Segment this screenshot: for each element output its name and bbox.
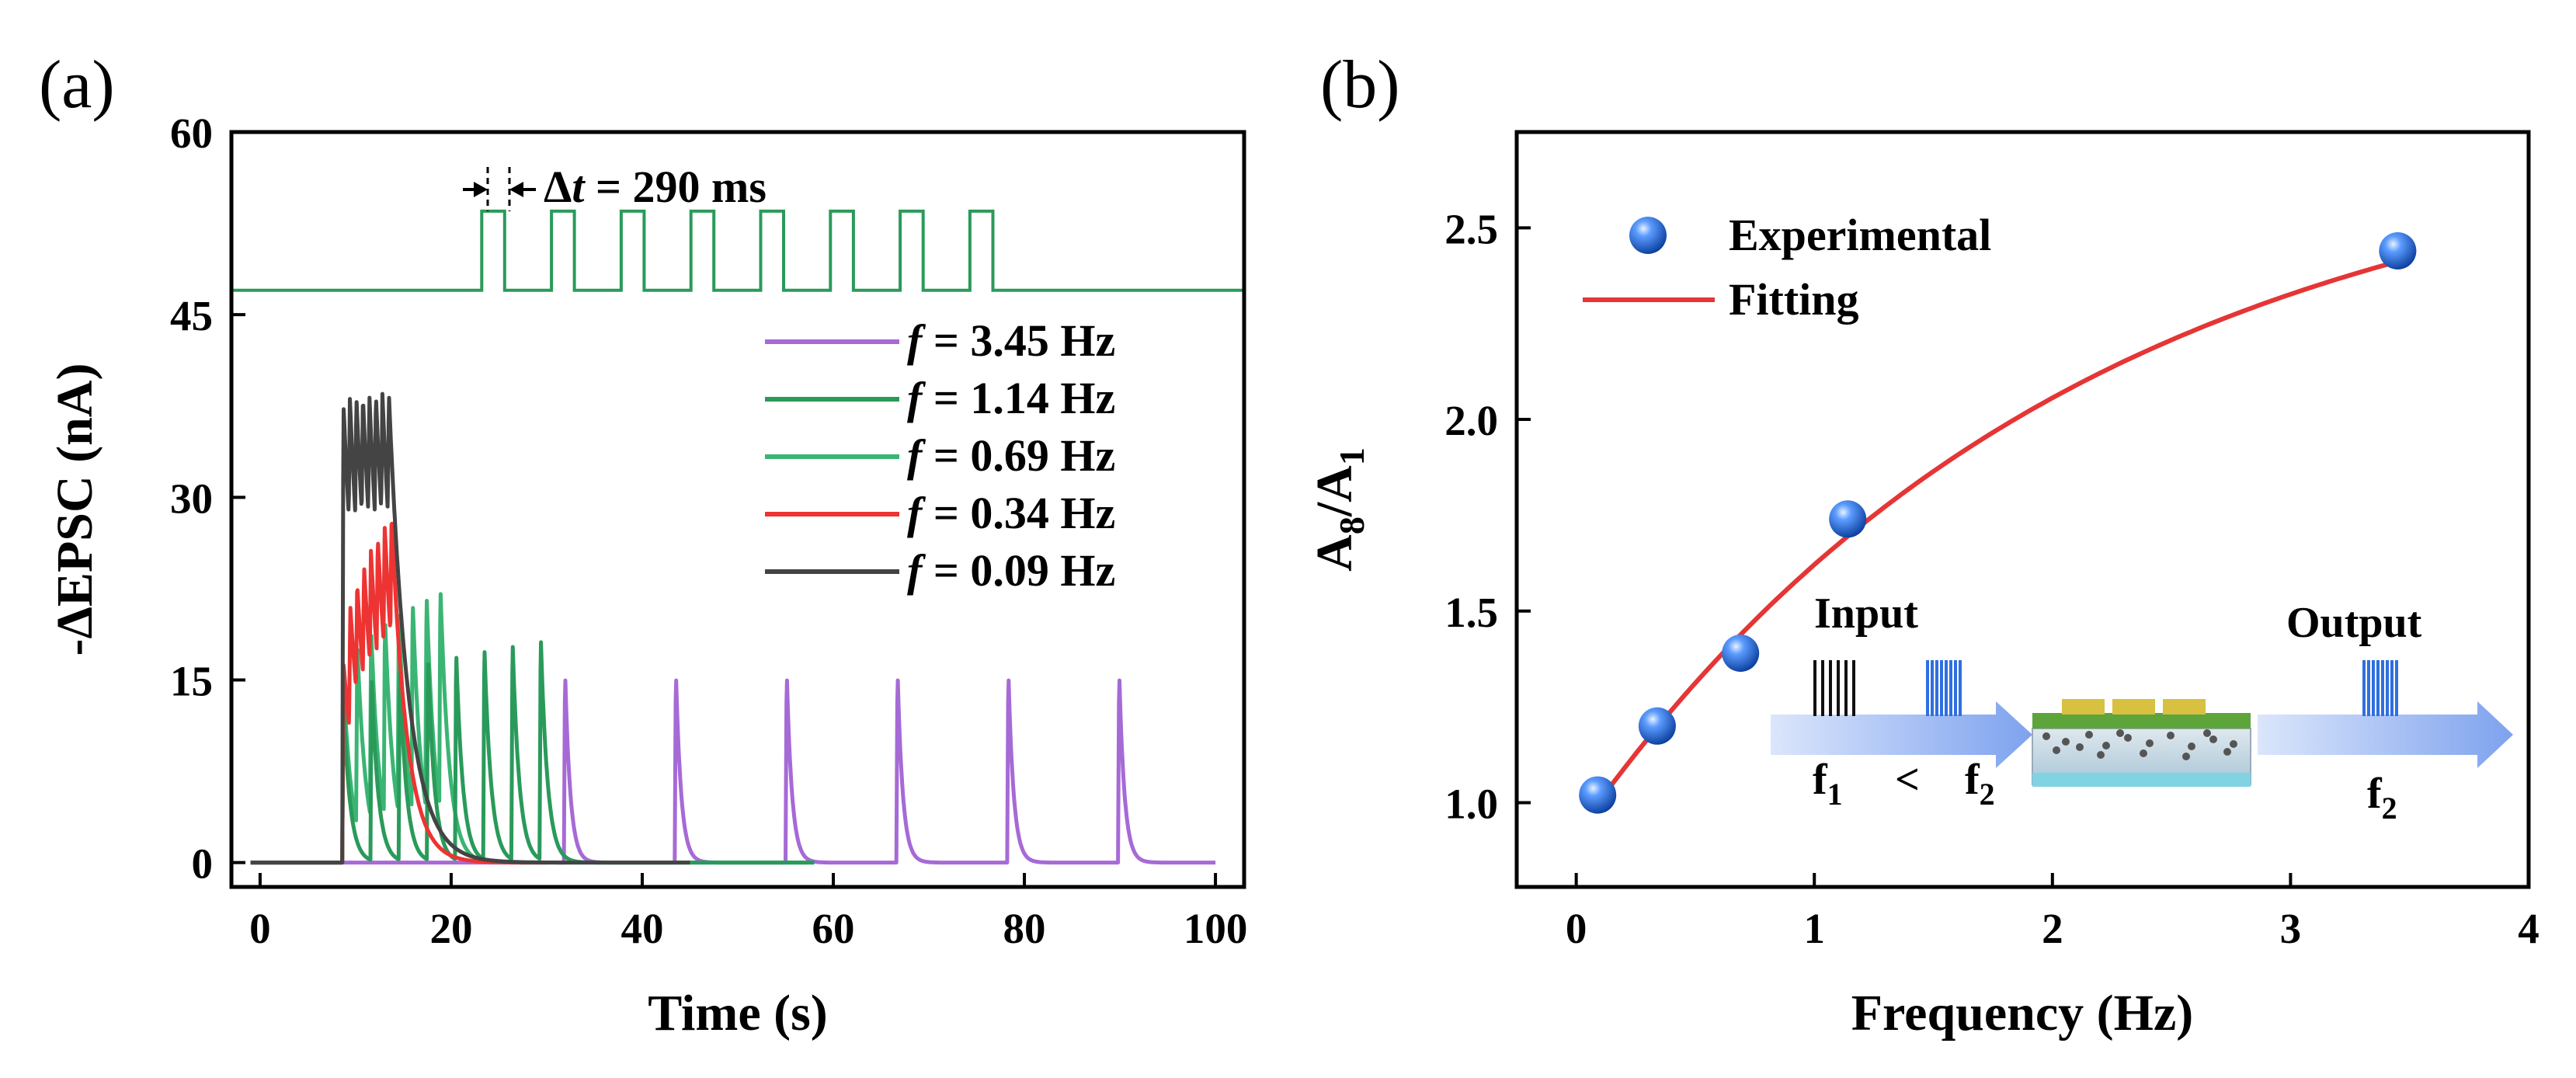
y-tick-label: 1.0 — [1444, 780, 1498, 827]
particle — [2076, 743, 2084, 751]
x-tick-label: 3 — [2280, 905, 2302, 952]
particle — [2203, 729, 2211, 737]
particle — [2146, 739, 2154, 747]
x-tick-label: 2 — [2042, 905, 2063, 952]
panel-b-frame — [1514, 130, 2531, 889]
delta-t-arrow-left-head — [474, 182, 488, 197]
device-base — [2032, 773, 2251, 787]
device-illustration — [2032, 699, 2251, 787]
inset-input-arrow — [1771, 701, 2032, 768]
panel-b-legend: Experimental Fitting — [1583, 210, 1991, 325]
x-tick-label: 0 — [1566, 905, 1587, 952]
x-tick-label: 0 — [249, 905, 271, 952]
x-tick-label: 60 — [812, 905, 855, 952]
panel-b-ticks: 0 1 2 3 4 1.0 1.5 2.0 2.5 — [1444, 205, 2539, 952]
experimental-point — [1638, 707, 1676, 745]
delta-t-arrow-right-head — [509, 182, 523, 197]
particle — [2116, 729, 2124, 737]
legend-experimental-marker — [1629, 217, 1667, 254]
device-particles — [2042, 729, 2237, 760]
panel-a-legend: f = 3.45 Hz f = 1.14 Hz f = 0.69 Hz f = 0.3… — [765, 315, 1115, 596]
legend-label: f = 0.09 Hz — [907, 545, 1115, 596]
panel-b-xlabel: Frequency (Hz) — [1851, 985, 2194, 1041]
delta-t-annotation: Δt = 290 ms — [463, 162, 767, 212]
y-tick-label: 2.0 — [1444, 397, 1498, 444]
y-tick-label: 0 — [192, 840, 214, 888]
x-tick-label: 1 — [1803, 905, 1825, 952]
y-tick-label: 1.5 — [1444, 589, 1498, 636]
device-electrode-3 — [2163, 699, 2206, 715]
inset-f2-label: f2 — [1965, 756, 1995, 812]
x-tick-label: 100 — [1184, 905, 1248, 952]
particle — [2182, 753, 2190, 760]
input-spikes-high-frequency — [1926, 660, 1962, 716]
particle — [2230, 740, 2237, 748]
device-channel-layer — [2032, 713, 2251, 729]
y-tick-label: 15 — [170, 657, 213, 704]
particle — [2042, 732, 2050, 740]
legend-fitting-label: Fitting — [1729, 274, 1859, 325]
inset-output-arrow — [2258, 701, 2513, 768]
particle — [2085, 731, 2093, 739]
panel-b: (b) 0 1 2 3 4 1.0 1.5 2.0 2.5 Input Output f1 — [1306, 47, 2539, 1041]
legend-label: f = 0.69 Hz — [907, 430, 1115, 481]
panel-b-ylabel: A8/A1 — [1306, 447, 1371, 572]
experimental-point — [2379, 232, 2417, 270]
panel-a-label: (a) — [39, 47, 115, 123]
panel-a-frame — [229, 130, 1246, 889]
panel-a-ticks: 0 20 40 60 80 100 0 15 30 45 60 — [170, 110, 1247, 952]
particle — [2140, 749, 2147, 757]
x-tick-label: 40 — [621, 905, 663, 952]
legend-experimental-label: Experimental — [1729, 210, 1991, 260]
inset-less-than: < — [1895, 756, 1920, 804]
series-line — [250, 640, 816, 865]
y-tick-label: 2.5 — [1444, 205, 1498, 252]
experimental-point — [1829, 500, 1867, 538]
series-line — [250, 391, 692, 865]
particle — [2062, 738, 2070, 746]
panel-a-ylabel: -ΔEPSC (nA) — [47, 363, 103, 656]
inset-f1-label: f1 — [1813, 756, 1843, 812]
panel-a-series — [250, 391, 1217, 865]
device-electrode-2 — [2112, 699, 2155, 715]
legend-label: f = 3.45 Hz — [907, 315, 1115, 366]
legend-label: f = 0.34 Hz — [907, 488, 1115, 538]
y-tick-label: 30 — [170, 475, 213, 522]
experimental-point — [1722, 635, 1760, 672]
delta-t-label: Δt = 290 ms — [544, 162, 767, 212]
panel-a-xlabel: Time (s) — [648, 985, 828, 1041]
panel-b-label: (b) — [1320, 47, 1400, 123]
device-electrode-1 — [2062, 699, 2105, 715]
particle — [2053, 746, 2060, 754]
inset-input-label: Input — [1814, 589, 1918, 638]
inset-output-f2-label: f2 — [2367, 770, 2397, 826]
y-tick-label: 45 — [170, 292, 213, 339]
particle — [2209, 735, 2217, 743]
particle — [2097, 751, 2105, 759]
pulse-train — [231, 209, 1244, 292]
particle — [2102, 742, 2110, 749]
x-tick-label: 80 — [1003, 905, 1046, 952]
series-line — [250, 592, 816, 865]
x-tick-label: 4 — [2518, 905, 2539, 952]
x-tick-label: 20 — [429, 905, 472, 952]
input-spikes-low-frequency — [1813, 660, 1855, 716]
experimental-point — [1579, 776, 1617, 814]
particle — [2124, 734, 2132, 742]
experimental-points — [1579, 232, 2417, 814]
output-spikes — [2362, 660, 2398, 716]
particle — [2223, 748, 2231, 756]
legend-label: f = 1.14 Hz — [907, 373, 1115, 423]
particle — [2167, 732, 2174, 739]
inset-output-label: Output — [2286, 599, 2422, 647]
y-tick-label: 60 — [170, 110, 213, 157]
particle — [2188, 742, 2195, 750]
inset: Input Output f1 < f2 f2 — [1771, 589, 2513, 826]
panel-a: (a) 0 20 40 60 80 100 0 15 30 45 60 Δt = 290 ms f … — [39, 47, 1247, 1041]
